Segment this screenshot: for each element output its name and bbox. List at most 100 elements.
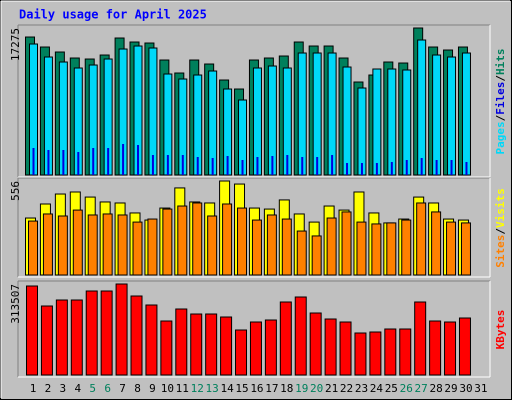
- bar: [354, 332, 367, 376]
- bar: [85, 290, 98, 376]
- bar: [324, 318, 337, 376]
- bar: [192, 202, 203, 276]
- bar: [26, 285, 38, 376]
- x-tick-label: 7: [119, 382, 126, 395]
- bar: [220, 316, 233, 376]
- x-tick-label: 9: [149, 382, 156, 395]
- bar: [207, 215, 218, 276]
- legend-entry: Sites: [494, 235, 507, 268]
- bar: [190, 313, 203, 376]
- x-tick-label: 3: [60, 382, 67, 395]
- bar: [402, 69, 412, 176]
- bar: [47, 149, 50, 175]
- x-tick-label: 14: [220, 382, 234, 395]
- bar: [399, 328, 412, 376]
- bar: [316, 157, 319, 175]
- bar: [375, 163, 378, 175]
- bar: [309, 312, 322, 376]
- bar: [107, 147, 110, 175]
- bar: [32, 147, 35, 175]
- bar: [132, 221, 143, 276]
- bar: [241, 159, 244, 175]
- bar: [151, 155, 154, 175]
- bar: [387, 68, 397, 176]
- y-tick-label: 556: [9, 181, 22, 201]
- bar: [100, 290, 113, 376]
- bar: [342, 66, 352, 176]
- x-tick-label: 11: [176, 382, 189, 395]
- bar: [166, 155, 169, 175]
- x-tick-label: 16: [250, 382, 263, 395]
- bar: [311, 235, 322, 276]
- bar: [237, 207, 248, 276]
- bar: [145, 304, 158, 376]
- bar: [264, 319, 277, 376]
- bar: [222, 203, 233, 276]
- bar: [279, 301, 292, 376]
- bar: [461, 52, 471, 176]
- x-tick-label: 1: [30, 382, 37, 395]
- bar: [196, 157, 199, 175]
- x-tick-label: 30: [459, 382, 472, 395]
- bar: [414, 301, 427, 376]
- x-tick-label: 29: [444, 382, 457, 395]
- y-tick-label: 313507: [9, 284, 22, 324]
- legend-entry: Visits: [494, 188, 507, 228]
- bar: [256, 157, 259, 175]
- legend-separator: /: [494, 114, 507, 121]
- bar: [70, 299, 83, 376]
- bar: [465, 161, 468, 175]
- x-tick-label: 28: [429, 382, 442, 395]
- bar: [296, 230, 307, 276]
- legend: Sites/Visits: [494, 188, 507, 268]
- bar: [205, 313, 218, 376]
- legend-entry: Pages: [494, 121, 507, 154]
- x-tick-label: 6: [104, 382, 111, 395]
- bar: [429, 320, 442, 376]
- bar: [251, 219, 262, 276]
- bar: [401, 219, 412, 276]
- x-tick-label: 27: [415, 382, 428, 395]
- x-tick-label: 19: [295, 382, 308, 395]
- x-tick-label: 15: [235, 382, 248, 395]
- bar: [40, 305, 53, 376]
- bar: [431, 211, 442, 276]
- bar: [331, 155, 334, 175]
- x-tick-label: 20: [310, 382, 323, 395]
- x-tick-label: 22: [340, 382, 353, 395]
- bar: [55, 299, 68, 376]
- bar: [286, 155, 289, 175]
- bar: [458, 317, 471, 376]
- bar: [450, 159, 453, 175]
- bar: [417, 39, 427, 176]
- legend-entry: Files: [494, 82, 507, 115]
- bar: [122, 144, 125, 175]
- bar: [341, 211, 352, 276]
- bar: [77, 151, 80, 175]
- x-tick-label: 31: [474, 382, 487, 395]
- bar: [420, 157, 423, 175]
- legend-entry: KBytes: [494, 310, 507, 350]
- bar: [62, 149, 65, 175]
- y-tick-label: 17275: [9, 28, 22, 61]
- bar: [301, 157, 304, 175]
- bar: [444, 321, 457, 376]
- bar: [181, 155, 184, 175]
- bar: [137, 145, 140, 175]
- bar: [384, 328, 397, 376]
- bar: [446, 221, 457, 276]
- bar: [390, 161, 393, 175]
- bar: [147, 218, 158, 276]
- bar: [117, 214, 128, 276]
- legend: KBytes: [494, 310, 507, 350]
- x-tick-label: 13: [206, 382, 219, 395]
- x-tick-label: 12: [191, 382, 204, 395]
- x-tick-label: 25: [385, 382, 398, 395]
- x-tick-label: 17: [265, 382, 278, 395]
- bar: [326, 217, 337, 276]
- bar: [102, 213, 113, 276]
- legend-separator: /: [494, 228, 507, 235]
- bar: [386, 222, 397, 276]
- bar: [405, 159, 408, 175]
